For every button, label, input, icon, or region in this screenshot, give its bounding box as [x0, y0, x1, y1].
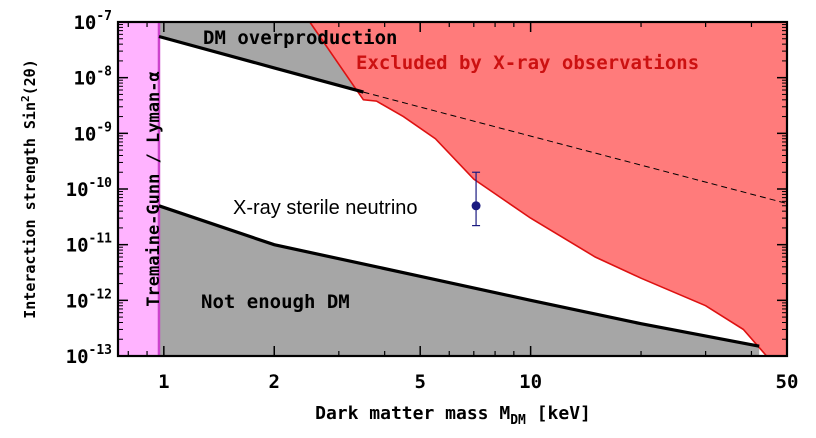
- overproduction-region: [158, 22, 364, 93]
- y-tick-label: 10-9: [73, 120, 112, 145]
- sterile-neutrino-point: [471, 201, 481, 211]
- sterile-neutrino-label: X-ray sterile neutrino: [233, 197, 418, 219]
- y-tick-label: 10-13: [66, 343, 112, 368]
- x-tick-label: 1: [158, 371, 169, 393]
- not-enough-label: Not enough DM: [201, 291, 350, 313]
- y-tick-label: 10-12: [66, 287, 112, 312]
- xray-excluded-region: [309, 22, 787, 356]
- tremaine-gunn-label: Tremaine-Gunn / Lyman-α: [144, 71, 164, 306]
- overproduction-label: DM overproduction: [203, 27, 397, 49]
- not-enough-boundary: [158, 204, 760, 348]
- y-tick-label: 10-11: [66, 232, 113, 257]
- xray-excluded-boundary: [309, 22, 768, 356]
- dashed-extrapolation-line: [363, 91, 787, 204]
- y-tick-label: 10-10: [66, 176, 113, 201]
- x-tick-label: 2: [269, 371, 280, 393]
- x-axis-label: Dark matter mass MDM [keV]: [315, 403, 591, 428]
- y-axis-label: Interaction strength Sin2(2θ): [19, 59, 39, 319]
- y-tick-label: 10-7: [73, 9, 112, 34]
- xray-excluded-label: Excluded by X-ray observations: [356, 52, 699, 74]
- x-tick-label: 10: [519, 371, 542, 393]
- overproduction-boundary: [158, 34, 364, 94]
- y-tick-label: 10-8: [73, 65, 112, 90]
- x-tick-label: 5: [414, 371, 425, 393]
- x-tick-label: 50: [776, 371, 799, 393]
